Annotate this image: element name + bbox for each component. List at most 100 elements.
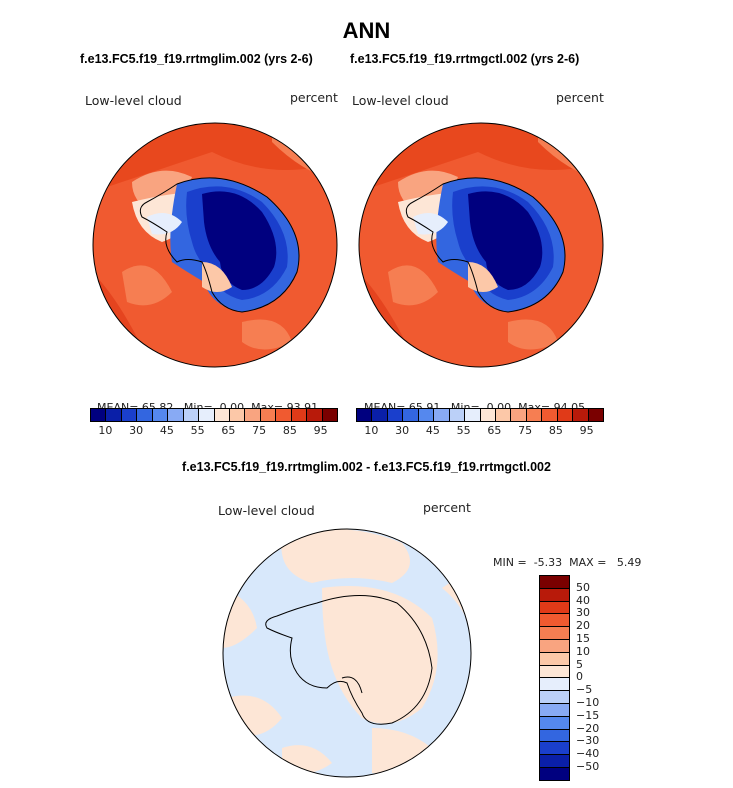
difference-colorbar-tick-label: −40 (576, 747, 600, 761)
panel2-colorbar-tick-label: 30 (395, 424, 410, 437)
panel1-colorbar (90, 408, 338, 422)
panel2-colorbar-swatch (557, 409, 574, 421)
difference-colorbar-swatch (540, 576, 569, 589)
difference-colorbar-swatch (540, 729, 569, 743)
panel2-colorbar-swatch (357, 409, 373, 421)
panel1-colorbar-swatch (322, 409, 337, 421)
panel1-colorbar-tick-label: 75 (252, 424, 267, 437)
difference-colorbar-swatch (540, 614, 569, 628)
difference-colorbar-swatch (540, 601, 569, 615)
panel1-colorbar-swatch (199, 409, 215, 421)
panel1-colorbar-swatch (106, 409, 122, 421)
difference-colorbar-tick-label: −5 (576, 683, 593, 697)
difference-colorbar-tick-label: −30 (576, 734, 600, 748)
difference-colorbar-tick-label: −50 (576, 760, 600, 773)
difference-min-label: MIN = (493, 556, 527, 569)
panel2-polar-map (358, 122, 604, 368)
panel1-colorbar-swatch (137, 409, 153, 421)
panel2-colorbar-swatch (573, 409, 589, 421)
difference-colorbar-swatch (540, 767, 569, 780)
panel2-colorbar-swatch (434, 409, 450, 421)
panel2-colorbar-ticks: 10 30 45 55 65 75 85 95 (356, 424, 604, 438)
panel1-colorbar-swatch (152, 409, 169, 421)
panel1-colorbar-swatch (276, 409, 292, 421)
difference-colorbar-tick-label: 20 (576, 619, 590, 633)
panel2-colorbar-swatch (588, 409, 603, 421)
panel1-colorbar-swatch (121, 409, 138, 421)
difference-units-label: percent (423, 500, 471, 515)
panel2-colorbar-swatch (387, 409, 404, 421)
difference-colorbar-tick-label: 30 (576, 606, 590, 620)
panel1-case-title: f.e13.FC5.f19_f19.rrtmglim.002 (yrs 2-6) (80, 52, 313, 66)
difference-colorbar-ticks: 50 40 30 20 15 10 5 0 −5 −10 −15 −20 −30 −40 −50 (576, 575, 636, 781)
panel1-colorbar-swatch (183, 409, 200, 421)
panel2-colorbar-tick-label: 45 (425, 424, 440, 437)
panel2-colorbar-swatch (449, 409, 466, 421)
panel1-variable-label: Low-level cloud (85, 93, 182, 108)
panel2-colorbar (356, 408, 604, 422)
panel1-colorbar-swatch (91, 409, 107, 421)
difference-colorbar-swatch (540, 652, 569, 666)
difference-colorbar-swatch (540, 742, 569, 756)
difference-colorbar-tick-label: −20 (576, 721, 600, 735)
panel2-colorbar-swatch (418, 409, 435, 421)
panel2-variable-label: Low-level cloud (352, 93, 449, 108)
difference-colorbar-tick-label: 5 (576, 657, 583, 671)
panel1-colorbar-swatch (307, 409, 323, 421)
panel1-units-label: percent (290, 90, 338, 105)
panel2-case-title: f.e13.FC5.f19_f19.rrtmgctl.002 (yrs 2-6) (350, 52, 580, 66)
difference-colorbar-swatch (540, 691, 569, 704)
panel2-colorbar-swatch (480, 409, 496, 421)
panel2-colorbar-swatch (403, 409, 419, 421)
difference-polar-map (222, 528, 472, 778)
panel1-colorbar-swatch (229, 409, 246, 421)
panel2-colorbar-tick-label: 10 (364, 424, 379, 437)
panel2-colorbar-swatch (511, 409, 527, 421)
difference-colorbar-swatch (540, 716, 569, 730)
panel2-colorbar-swatch (542, 409, 558, 421)
plot-title: ANN (342, 18, 391, 43)
difference-colorbar-swatch (540, 665, 569, 679)
difference-colorbar-swatch (540, 678, 569, 692)
difference-colorbar-swatch (540, 627, 569, 640)
panel2-colorbar-tick-label: 85 (548, 424, 563, 437)
difference-colorbar-tick-label: −15 (576, 708, 600, 722)
panel2-colorbar-swatch (526, 409, 543, 421)
panel2-colorbar-tick-label: 55 (456, 424, 471, 437)
difference-colorbar (539, 575, 570, 781)
panel1-colorbar-tick-label: 85 (282, 424, 297, 437)
difference-colorbar-tick-label: −10 (576, 696, 600, 709)
panel1-colorbar-tick-label: 55 (190, 424, 205, 437)
panel1-colorbar-tick-label: 30 (129, 424, 144, 437)
difference-colorbar-tick-label: 15 (576, 632, 590, 645)
panel2-colorbar-tick-label: 95 (579, 424, 594, 437)
panel1-colorbar-swatch (168, 409, 184, 421)
difference-colorbar-tick-label: 0 (576, 670, 583, 684)
panel2-colorbar-swatch (372, 409, 388, 421)
difference-colorbar-swatch (540, 703, 569, 717)
difference-colorbar-swatch (540, 755, 569, 768)
difference-stats: MIN = -5.33 MAX = 5.49 (486, 543, 641, 569)
panel1-colorbar-ticks: 10 30 45 55 65 75 85 95 (90, 424, 338, 438)
panel2-colorbar-tick-label: 65 (487, 424, 502, 437)
difference-colorbar-tick-label: 10 (576, 644, 590, 658)
panel1-colorbar-swatch (260, 409, 277, 421)
panel2-colorbar-tick-label: 75 (518, 424, 533, 437)
panel1-colorbar-tick-label: 95 (313, 424, 328, 437)
difference-colorbar-tick-label: 50 (576, 580, 590, 594)
panel1-polar-map (92, 122, 338, 368)
difference-max-value: 5.49 (616, 556, 642, 569)
difference-colorbar-tick-label: 40 (576, 593, 590, 607)
panel2-colorbar-swatch (495, 409, 512, 421)
difference-colorbar-swatch (540, 588, 569, 602)
difference-title: f.e13.FC5.f19_f19.rrtmglim.002 - f.e13.F… (182, 460, 551, 474)
difference-colorbar-swatch (540, 639, 569, 653)
panel1-colorbar-tick-label: 10 (98, 424, 113, 437)
panel1-colorbar-swatch (291, 409, 308, 421)
panel2-colorbar-swatch (465, 409, 481, 421)
difference-min-value: -5.33 (533, 556, 563, 569)
difference-max-label: MAX = (569, 556, 607, 569)
panel1-colorbar-tick-label: 45 (159, 424, 174, 437)
panel1-colorbar-tick-label: 65 (221, 424, 236, 437)
panel2-units-label: percent (556, 90, 604, 105)
